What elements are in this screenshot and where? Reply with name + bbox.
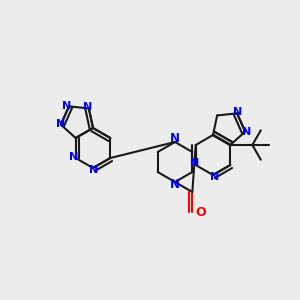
Text: N: N [190, 158, 199, 168]
Text: N: N [210, 172, 220, 182]
Text: N: N [56, 118, 65, 129]
Text: N: N [83, 102, 92, 112]
Text: N: N [89, 165, 99, 175]
Text: O: O [195, 206, 206, 218]
Text: N: N [69, 152, 78, 162]
Text: N: N [170, 178, 180, 191]
Text: N: N [233, 107, 243, 117]
Text: N: N [170, 133, 180, 146]
Text: N: N [62, 101, 72, 111]
Text: N: N [242, 127, 251, 136]
